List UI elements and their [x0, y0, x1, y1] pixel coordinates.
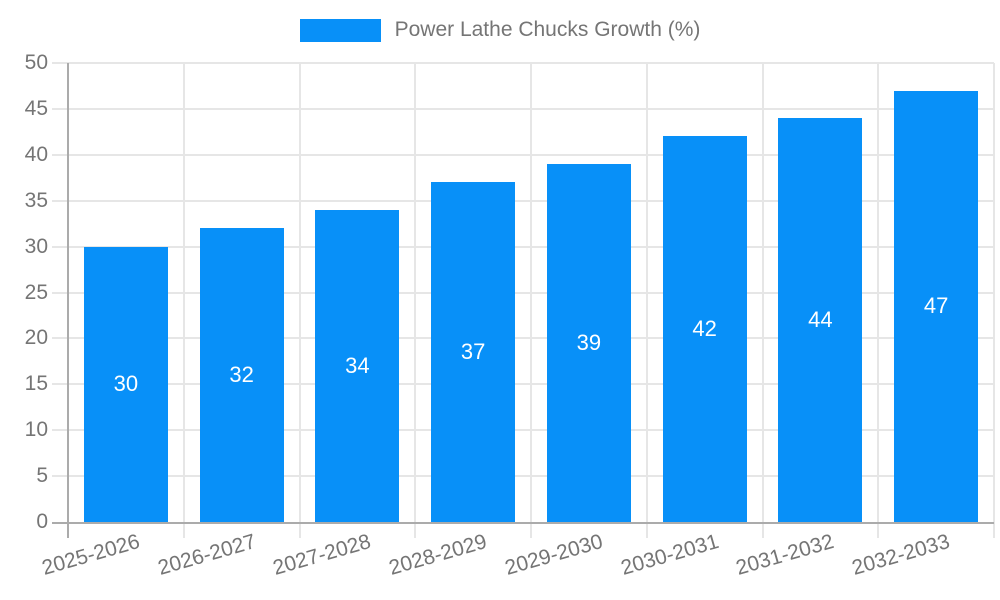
bar-2028-2029[interactable]: 37	[431, 182, 516, 522]
legend-swatch-icon	[299, 18, 381, 42]
bar-2029-2030[interactable]: 39	[546, 163, 631, 522]
y-gridline	[52, 383, 994, 386]
x-gridline	[761, 63, 764, 538]
y-gridline	[52, 62, 994, 64]
y-axis-tick-label: 0	[36, 510, 48, 533]
legend-label: Power Lathe Chucks Growth (%)	[394, 18, 701, 41]
bar-2030-2031[interactable]: 42	[662, 136, 747, 522]
bar-value-label: 39	[576, 329, 602, 355]
y-gridline	[52, 475, 994, 478]
x-axis-line	[52, 522, 994, 524]
y-axis-tick-label: 30	[24, 234, 48, 258]
y-gridline	[52, 107, 994, 110]
bar-2026-2027[interactable]: 32	[199, 228, 284, 522]
bar-value-label: 44	[808, 307, 833, 333]
y-gridline	[52, 291, 994, 294]
bar-2031-2032[interactable]: 44	[778, 118, 863, 522]
bar-value-label: 47	[923, 293, 949, 319]
y-gridline	[52, 199, 994, 202]
x-gridline	[530, 63, 532, 538]
y-axis-tick-label: 5	[36, 464, 48, 488]
bar-2032-2033[interactable]: 47	[894, 90, 979, 522]
x-gridline	[414, 63, 417, 538]
x-gridline	[298, 63, 301, 538]
x-gridline	[182, 63, 185, 538]
y-gridline	[52, 429, 994, 432]
bar-value-label: 42	[692, 316, 717, 342]
bar-value-label: 34	[345, 352, 370, 378]
y-axis-tick-label: 35	[24, 188, 48, 212]
y-axis-tick-label: 25	[24, 280, 48, 304]
bar-2025-2026[interactable]: 30	[83, 246, 168, 522]
legend: Power Lathe Chucks Growth (%)	[0, 17, 1000, 43]
x-gridline	[877, 63, 880, 538]
x-gridline	[993, 63, 995, 538]
y-axis-tick-label: 40	[24, 142, 48, 166]
y-gridline	[52, 337, 994, 340]
x-gridline	[645, 63, 648, 538]
bar-value-label: 37	[460, 339, 486, 365]
y-gridline	[52, 153, 994, 156]
legend-item-power-lathe-chucks[interactable]: Power Lathe Chucks Growth (%)	[299, 17, 701, 43]
y-axis-tick-label: 10	[24, 418, 48, 442]
y-gridline	[52, 245, 994, 248]
y-axis-tick-label: 50	[24, 51, 48, 74]
bar-value-label: 30	[113, 371, 139, 397]
y-axis-tick-label: 20	[24, 326, 48, 350]
bar-2027-2028[interactable]: 34	[315, 209, 400, 522]
y-axis-tick-label: 45	[24, 96, 48, 120]
bar-value-label: 32	[229, 362, 254, 388]
y-axis-line	[67, 63, 69, 538]
y-axis-tick-label: 15	[24, 372, 48, 396]
